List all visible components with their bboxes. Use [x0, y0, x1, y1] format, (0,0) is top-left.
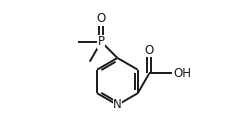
Text: OH: OH [172, 67, 190, 80]
Text: O: O [96, 12, 105, 25]
Text: P: P [97, 35, 104, 48]
Text: O: O [144, 44, 153, 57]
Text: N: N [112, 98, 121, 111]
